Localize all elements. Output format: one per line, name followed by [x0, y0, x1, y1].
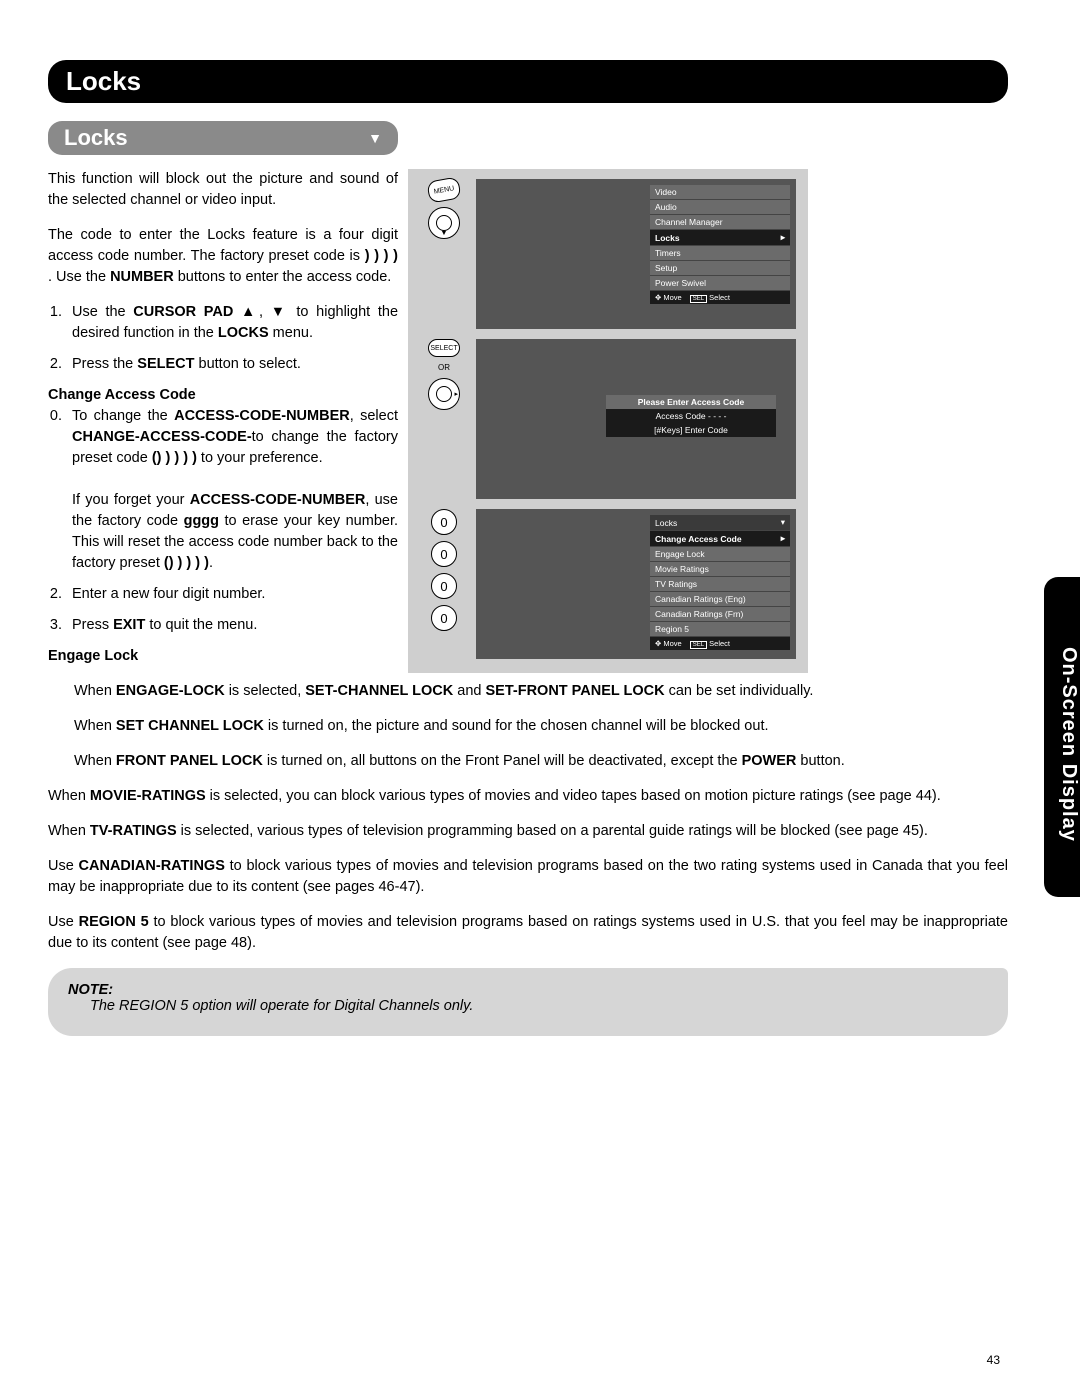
select-button-icon: SELECT	[428, 339, 460, 357]
engage-p1: When ENGAGE-LOCK is selected, SET-CHANNE…	[48, 681, 1008, 702]
title-bar: Locks	[48, 60, 1008, 103]
change-code-list: To change the ACCESS-CODE-NUMBER, select…	[48, 406, 398, 636]
canadian-ratings-p: Use CANADIAN-RATINGS to block various ty…	[48, 856, 1008, 898]
number-button-icon: 0	[431, 509, 457, 535]
subtitle-bar: Locks ▼	[48, 121, 398, 155]
intro-paragraph-2: The code to enter the Locks feature is a…	[48, 225, 398, 288]
access-code-row: Access Code - - - -	[606, 409, 776, 423]
or-label: OR	[438, 363, 450, 372]
osd-item: Canadian Ratings (Frn)	[650, 607, 790, 622]
osd-item: Channel Manager	[650, 215, 790, 230]
access-hint: [#Keys] Enter Code	[606, 423, 776, 437]
osd-item-selected: Change Access Code▸	[650, 531, 790, 547]
osd-footer: ✥ Move SEL Select	[650, 637, 790, 650]
intro-paragraph-1: This function will block out the picture…	[48, 169, 398, 211]
remote-hint-1: MENU ▼	[420, 179, 468, 329]
number-button-icon: 0	[431, 605, 457, 631]
osd-main-menu: Video Audio Channel Manager Locks▸ Timer…	[650, 185, 790, 304]
osd-item: Movie Ratings	[650, 562, 790, 577]
left-column: This function will block out the picture…	[48, 169, 398, 673]
menu-button-icon: MENU	[426, 176, 461, 203]
remote-hint-2: SELECT OR ▸	[420, 339, 468, 499]
note-body: The REGION 5 option will operate for Dig…	[68, 998, 988, 1014]
remote-hint-3: 0 0 0 0	[420, 509, 468, 659]
change-access-code-heading: Change Access Code	[48, 385, 398, 406]
osd-item: Power Swivel	[650, 276, 790, 291]
note-box: NOTE: The REGION 5 option will operate f…	[48, 968, 1008, 1036]
tv-screen-2: Please Enter Access Code Access Code - -…	[476, 339, 796, 499]
step-2: Press the SELECT button to select.	[66, 354, 398, 375]
right-column: MENU ▼ Video Audio Channel Manager Locks…	[408, 169, 808, 673]
change-step-0: To change the ACCESS-CODE-NUMBER, select…	[66, 406, 398, 574]
steps-list: Use the CURSOR PAD ▲, ▼ to highlight the…	[48, 302, 398, 375]
number-button-icon: 0	[431, 573, 457, 599]
tv-ratings-p: When TV-RATINGS is selected, various typ…	[48, 821, 1008, 842]
osd-item: Engage Lock	[650, 547, 790, 562]
osd-item: Canadian Ratings (Eng)	[650, 592, 790, 607]
content-row: This function will block out the picture…	[48, 169, 1038, 673]
page-number: 43	[987, 1353, 1000, 1367]
triangle-down-icon: ▼	[368, 130, 382, 146]
tv-screen-3: Locks▾ Change Access Code▸ Engage Lock M…	[476, 509, 796, 659]
osd-item: Region 5	[650, 622, 790, 637]
step-1: Use the CURSOR PAD ▲, ▼ to highlight the…	[66, 302, 398, 344]
osd-locks-menu: Locks▾ Change Access Code▸ Engage Lock M…	[650, 515, 790, 650]
osd-item-selected: Locks▸	[650, 230, 790, 246]
region5-p: Use REGION 5 to block various types of m…	[48, 912, 1008, 954]
access-code-prompt: Please Enter Access Code Access Code - -…	[606, 395, 776, 437]
full-width-text: When ENGAGE-LOCK is selected, SET-CHANNE…	[48, 681, 1008, 954]
osd-footer: ✥ Move SEL Select	[650, 291, 790, 304]
osd-item: Timers	[650, 246, 790, 261]
osd-panel-2: SELECT OR ▸ Please Enter Access Code Acc…	[420, 339, 796, 499]
access-title: Please Enter Access Code	[606, 395, 776, 409]
side-tab: On-Screen Display	[1044, 577, 1080, 897]
osd-panel-1: MENU ▼ Video Audio Channel Manager Locks…	[420, 179, 796, 329]
engage-p3: When FRONT PANEL LOCK is turned on, all …	[48, 751, 1008, 772]
page-container: Locks Locks ▼ This function will block o…	[48, 60, 1038, 1036]
engage-lock-heading: Engage Lock	[48, 646, 398, 667]
cursor-pad-icon: ▸	[428, 378, 460, 410]
engage-p2: When SET CHANNEL LOCK is turned on, the …	[48, 716, 1008, 737]
movie-ratings-p: When MOVIE-RATINGS is selected, you can …	[48, 786, 1008, 807]
osd-item: Video	[650, 185, 790, 200]
osd-panel-3: 0 0 0 0 Locks▾ Change Access Code▸ Engag…	[420, 509, 796, 659]
cursor-pad-icon: ▼	[428, 207, 460, 239]
subtitle-text: Locks	[64, 125, 128, 151]
number-button-icon: 0	[431, 541, 457, 567]
osd-item: Setup	[650, 261, 790, 276]
osd-item: Audio	[650, 200, 790, 215]
osd-header: Locks▾	[650, 515, 790, 531]
osd-item: TV Ratings	[650, 577, 790, 592]
change-step-3: Press EXIT to quit the menu.	[66, 615, 398, 636]
tv-screen-1: Video Audio Channel Manager Locks▸ Timer…	[476, 179, 796, 329]
change-step-2: Enter a new four digit number.	[66, 584, 398, 605]
note-label: NOTE:	[68, 982, 988, 998]
